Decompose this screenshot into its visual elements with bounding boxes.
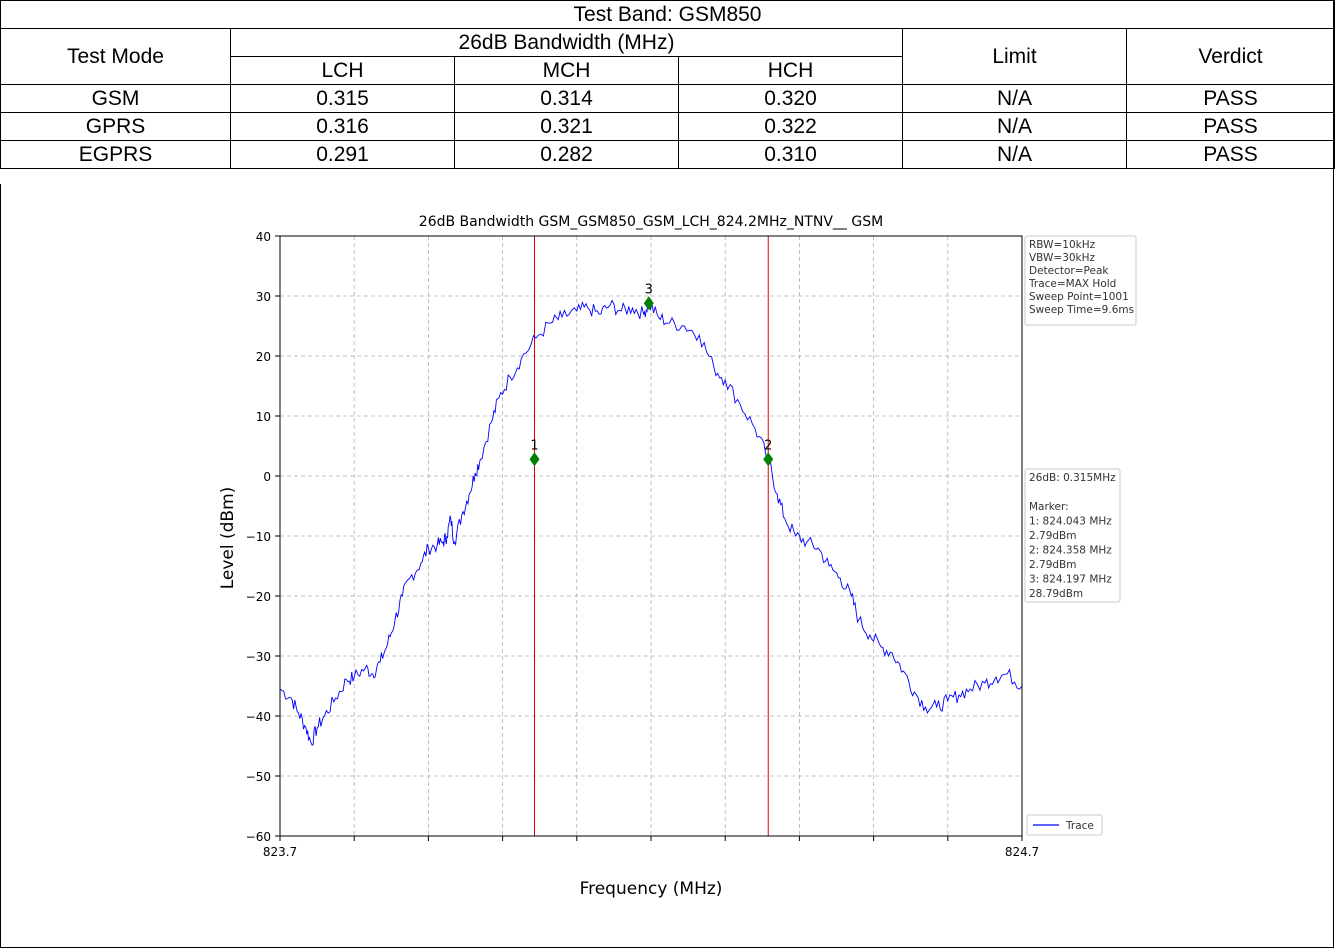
cell-limit: N/A — [902, 84, 1127, 113]
table-row: EGPRS 0.291 0.282 0.310 N/A PASS — [0, 140, 1335, 169]
legend: Trace — [1026, 814, 1103, 836]
x-tick-label: 824.7 — [1005, 845, 1039, 859]
marker-1-label: 1 — [530, 438, 538, 453]
x-axis-label: Frequency (MHz) — [580, 879, 723, 899]
trace — [279, 299, 1023, 746]
grid — [280, 236, 1022, 836]
result-line: 2.79dBm — [1029, 559, 1076, 571]
y-tick-label: 0 — [263, 470, 271, 484]
settings-line: Trace=MAX Hold — [1028, 278, 1116, 290]
marker-3-label: 3 — [645, 282, 653, 297]
result-line: 1: 824.043 MHz — [1029, 516, 1112, 528]
band-title: Test Band: GSM850 — [0, 0, 1335, 29]
cell-lch: 0.316 — [230, 112, 455, 141]
result-line: 3: 824.197 MHz — [1029, 574, 1112, 586]
result-box-frame — [1024, 468, 1121, 603]
marker-2-diamond — [763, 452, 774, 467]
cell-hch: 0.320 — [678, 84, 903, 113]
header-mch: MCH — [454, 56, 679, 85]
settings-line: Detector=Peak — [1029, 265, 1109, 277]
table-row: GSM 0.315 0.314 0.320 N/A PASS — [0, 84, 1335, 113]
trace-line — [279, 299, 1023, 746]
cell-mode: GPRS — [0, 112, 231, 141]
cell-lch: 0.291 — [230, 140, 455, 169]
y-tick-label: −40 — [246, 710, 271, 724]
chart-title: 26dB Bandwidth GSM_GSM850_GSM_LCH_824.2M… — [419, 214, 883, 230]
header-lch: LCH — [230, 56, 455, 85]
settings-line: RBW=10kHz — [1029, 239, 1096, 251]
cell-limit: N/A — [902, 140, 1127, 169]
cell-mch: 0.321 — [454, 112, 679, 141]
legend-label: Trace — [1065, 820, 1094, 832]
cell-verdict: PASS — [1125, 140, 1335, 169]
y-tick-label: 30 — [256, 290, 271, 304]
cell-mode: GSM — [0, 84, 231, 113]
result-line: 28.79dBm — [1029, 588, 1083, 600]
ticks: 823.7 824.7 40 30 20 10 0 −10 −20 −30 −40 −50 −60 — [246, 230, 1040, 859]
y-axis-label: Level (dBm) — [218, 487, 238, 590]
result-line: 2: 824.358 MHz — [1029, 545, 1112, 557]
settings-line: Sweep Point=1001 — [1029, 291, 1129, 303]
cell-hch: 0.322 — [678, 112, 903, 141]
y-tick-label: 10 — [256, 410, 271, 424]
y-tick-label: −60 — [246, 830, 271, 844]
cell-mode: EGPRS — [0, 140, 231, 169]
header-hch: HCH — [678, 56, 903, 85]
result-info-box: 26dB: 0.315MHz Marker: 1: 824.043 MHz 2.79… — [1024, 468, 1121, 603]
header-verdict: Verdict — [1125, 28, 1335, 85]
y-tick-label: −20 — [246, 590, 271, 604]
marker-2-label: 2 — [764, 438, 772, 453]
result-line: 2.79dBm — [1029, 530, 1076, 542]
chart-container: 823.7 824.7 40 30 20 10 0 −10 −20 −30 −40 −50 −60 1 2… — [0, 184, 1334, 948]
table-row: GPRS 0.316 0.321 0.322 N/A PASS — [0, 112, 1335, 141]
header-limit: Limit — [902, 28, 1127, 85]
y-tick-label: −50 — [246, 770, 271, 784]
marker-3-diamond — [643, 296, 654, 311]
settings-line: VBW=30kHz — [1029, 252, 1096, 264]
settings-info-box: RBW=10kHzVBW=30kHzDetector=PeakTrace=MAX… — [1024, 235, 1137, 326]
settings-box-frame — [1024, 235, 1137, 326]
settings-line: Sweep Time=9.6ms — [1029, 304, 1134, 316]
header-test-mode: Test Mode — [0, 28, 231, 85]
cell-hch: 0.310 — [678, 140, 903, 169]
cell-lch: 0.315 — [230, 84, 455, 113]
markers: 1 2 3 — [529, 282, 774, 467]
y-tick-label: 40 — [256, 230, 271, 244]
cell-verdict: PASS — [1125, 112, 1335, 141]
cell-mch: 0.282 — [454, 140, 679, 169]
results-table: Test Band: GSM850 Test Mode 26dB Bandwid… — [0, 0, 1335, 169]
header-bandwidth: 26dB Bandwidth (MHz) — [230, 28, 903, 57]
y-tick-label: 20 — [256, 350, 271, 364]
legend-frame — [1026, 814, 1103, 836]
figure-background — [183, 192, 1333, 946]
marker-1-diamond — [529, 452, 540, 467]
y-tick-label: −30 — [246, 650, 271, 664]
bandwidth-chart: 823.7 824.7 40 30 20 10 0 −10 −20 −30 −40 −50 −60 1 2… — [183, 192, 1333, 946]
result-line: 26dB: 0.315MHz — [1029, 472, 1116, 484]
y-tick-label: −10 — [246, 530, 271, 544]
cell-verdict: PASS — [1125, 84, 1335, 113]
cell-limit: N/A — [902, 112, 1127, 141]
x-tick-label: 823.7 — [263, 845, 297, 859]
cell-mch: 0.314 — [454, 84, 679, 113]
result-line: Marker: — [1029, 501, 1069, 513]
